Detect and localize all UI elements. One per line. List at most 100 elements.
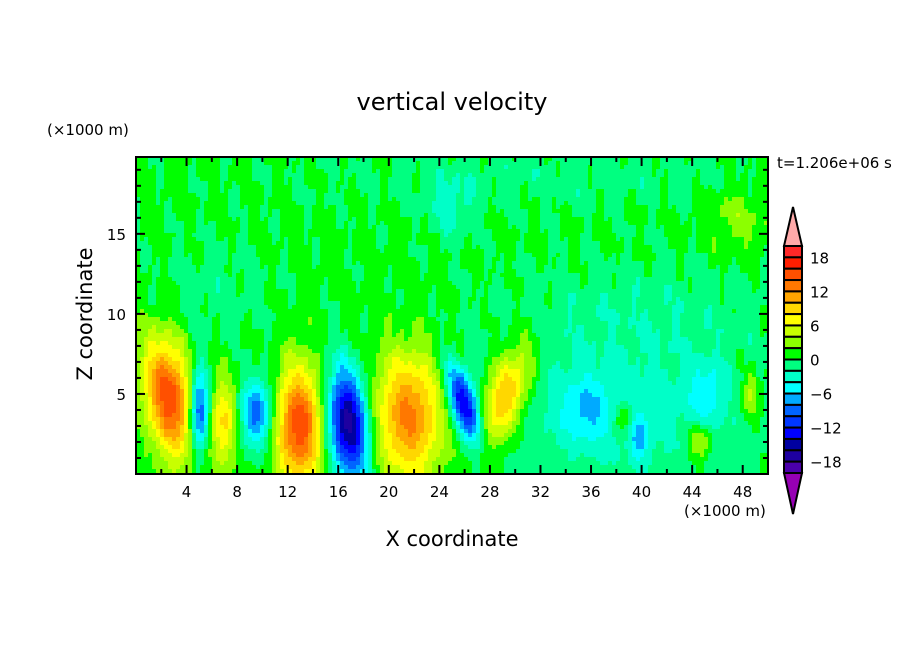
- contour-cell: [244, 233, 249, 238]
- contour-cell: [400, 241, 405, 246]
- contour-cell: [604, 241, 609, 246]
- contour-cell: [628, 217, 633, 222]
- contour-cell: [172, 165, 177, 170]
- contour-cell: [528, 261, 533, 266]
- contour-cell: [464, 165, 469, 170]
- contour-cell: [196, 265, 201, 270]
- contour-cell: [552, 257, 557, 262]
- contour-cell: [716, 209, 721, 214]
- contour-cell: [588, 205, 593, 210]
- contour-cell: [316, 257, 321, 262]
- contour-cell: [404, 221, 409, 226]
- contour-cell: [348, 209, 353, 214]
- contour-cell: [600, 273, 605, 278]
- contour-cell: [144, 241, 149, 246]
- contour-cell: [596, 253, 601, 258]
- contour-cell: [576, 181, 581, 186]
- contour-cell: [440, 177, 445, 182]
- contour-cell: [692, 249, 697, 254]
- contour-cell: [424, 193, 429, 198]
- contour-cell: [256, 229, 261, 234]
- contour-cell: [312, 269, 317, 274]
- contour-cell: [704, 237, 709, 242]
- contour-cell: [148, 277, 153, 282]
- contour-cell: [448, 189, 453, 194]
- contour-cell: [356, 213, 361, 218]
- contour-cell: [472, 257, 477, 262]
- contour-cell: [440, 201, 445, 206]
- contour-cell: [152, 237, 157, 242]
- contour-cell: [472, 221, 477, 226]
- contour-cell: [252, 241, 257, 246]
- contour-cell: [680, 201, 685, 206]
- contour-cell: [520, 157, 525, 162]
- contour-cell: [228, 193, 233, 198]
- contour-cell: [304, 161, 309, 166]
- contour-cell: [232, 185, 237, 190]
- contour-cell: [212, 281, 217, 286]
- contour-cell: [496, 185, 501, 190]
- contour-cell: [444, 165, 449, 170]
- contour-cell: [540, 205, 545, 210]
- contour-cell: [604, 217, 609, 222]
- contour-cell: [576, 161, 581, 166]
- contour-cell: [296, 257, 301, 262]
- contour-cell: [216, 225, 221, 230]
- contour-cell: [344, 245, 349, 250]
- contour-cell: [204, 177, 209, 182]
- contour-cell: [752, 257, 757, 262]
- contour-cell: [560, 225, 565, 230]
- contour-cell: [760, 225, 765, 230]
- contour-cell: [244, 161, 249, 166]
- contour-cell: [760, 249, 765, 254]
- contour-cell: [668, 157, 673, 162]
- contour-cell: [252, 217, 257, 222]
- contour-cell: [440, 157, 445, 162]
- contour-cell: [364, 185, 369, 190]
- contour-cell: [400, 237, 405, 242]
- contour-cell: [488, 217, 493, 222]
- contour-cell: [372, 205, 377, 210]
- contour-cell: [400, 265, 405, 270]
- contour-cell: [732, 189, 737, 194]
- contour-cell: [424, 273, 429, 278]
- contour-cell: [680, 277, 685, 282]
- contour-cell: [336, 241, 341, 246]
- contour-cell: [292, 169, 297, 174]
- contour-cell: [340, 165, 345, 170]
- contour-cell: [328, 241, 333, 246]
- contour-cell: [560, 201, 565, 206]
- contour-cell: [736, 173, 741, 178]
- contour-cell: [692, 193, 697, 198]
- contour-cell: [272, 241, 277, 246]
- contour-cell: [228, 237, 233, 242]
- contour-cell: [744, 165, 749, 170]
- contour-cell: [548, 265, 553, 270]
- contour-cell: [184, 245, 189, 250]
- contour-cell: [424, 233, 429, 238]
- contour-cell: [168, 173, 173, 178]
- contour-cell: [152, 157, 157, 162]
- contour-cell: [432, 161, 437, 166]
- contour-cell: [156, 205, 161, 210]
- contour-cell: [288, 189, 293, 194]
- contour-cell: [676, 165, 681, 170]
- contour-cell: [428, 181, 433, 186]
- contour-cell: [628, 269, 633, 274]
- contour-cell: [704, 245, 709, 250]
- contour-cell: [236, 177, 241, 182]
- contour-cell: [256, 281, 261, 286]
- contour-cell: [344, 221, 349, 226]
- contour-cell: [564, 181, 569, 186]
- contour-cell: [632, 273, 637, 278]
- contour-cell: [204, 241, 209, 246]
- contour-cell: [516, 241, 521, 246]
- contour-cell: [568, 261, 573, 266]
- contour-cell: [684, 229, 689, 234]
- contour-cell: [492, 185, 497, 190]
- contour-cell: [540, 193, 545, 198]
- contour-cell: [604, 249, 609, 254]
- contour-cell: [276, 165, 281, 170]
- contour-cell: [504, 165, 509, 170]
- contour-cell: [156, 217, 161, 222]
